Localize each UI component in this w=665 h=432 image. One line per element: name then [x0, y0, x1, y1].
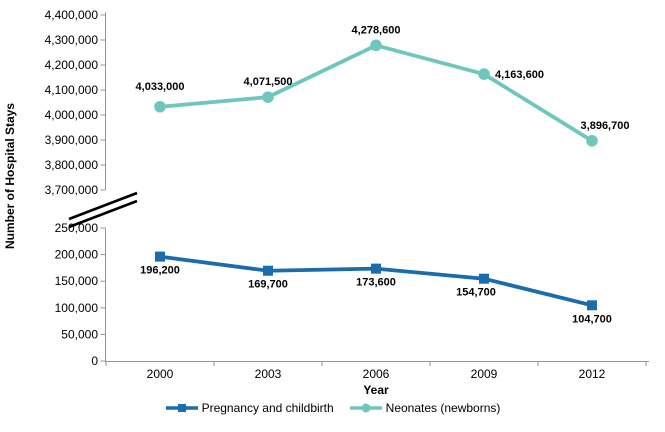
- y-tick-label-lower: 200,000: [55, 248, 99, 262]
- y-tick-label-upper: 4,300,000: [45, 33, 99, 47]
- y-tick-label-lower: 50,000: [61, 327, 98, 341]
- data-label: 4,163,600: [495, 69, 544, 81]
- y-tick-label-lower: 250,000: [55, 221, 99, 235]
- data-point: [154, 100, 166, 113]
- x-tick-label: 2012: [579, 367, 606, 381]
- y-tick-label-upper: 4,000,000: [45, 108, 99, 122]
- legend-item-pregnancy-and-childbirth[interactable]: Pregnancy and childbirth: [165, 401, 334, 415]
- data-label: 154,700: [456, 287, 496, 299]
- data-point: [478, 68, 490, 80]
- data-point: [587, 300, 597, 311]
- y-tick-label-upper: 4,200,000: [45, 58, 99, 72]
- data-point: [371, 263, 381, 274]
- legend-swatch-pregnancy: [165, 404, 198, 412]
- data-point: [263, 265, 273, 276]
- legend-swatch-marker: [361, 403, 371, 413]
- data-point: [586, 135, 598, 147]
- series-line-circle: [158, 43, 594, 143]
- legend-item-neonates-newborns[interactable]: Neonates (newborns): [349, 401, 501, 415]
- x-axis-title: Year: [363, 383, 389, 397]
- y-tick-label-lower: 0: [91, 354, 98, 368]
- data-point: [155, 251, 165, 262]
- data-label: 173,600: [356, 277, 396, 289]
- y-tick-label-upper: 3,900,000: [45, 133, 99, 147]
- y-tick-label-lower: 100,000: [55, 301, 99, 315]
- data-point: [262, 91, 274, 103]
- data-label: 104,700: [572, 313, 612, 325]
- y-tick-label-upper: 4,400,000: [45, 8, 99, 22]
- data-label: 4,278,600: [352, 24, 401, 36]
- y-tick-label-upper: 4,100,000: [45, 83, 99, 97]
- x-tick-label: 2000: [147, 367, 174, 381]
- data-point: [370, 39, 382, 52]
- y-tick-label-upper: 3,800,000: [45, 158, 99, 172]
- x-tick-label: 2003: [255, 367, 282, 381]
- x-tick-label: 2009: [471, 367, 498, 381]
- x-tick-label: 2006: [363, 367, 390, 381]
- plot-area: 4,400,000 4,300,000 4,200,000 4,100,000 4,00…: [45, 8, 649, 381]
- data-label: 196,200: [140, 265, 180, 277]
- data-label: 169,700: [248, 279, 288, 291]
- y-tick-label-lower: 150,000: [55, 274, 99, 288]
- data-label: 4,033,000: [136, 81, 185, 93]
- legend-swatch-marker: [177, 404, 186, 412]
- legend-label: Pregnancy and childbirth: [201, 401, 334, 415]
- legend-label: Neonates (newborns): [385, 401, 501, 415]
- y-axis-title: Number of Hospital Stays: [3, 103, 17, 249]
- data-point: [479, 273, 489, 284]
- legend-swatch-neonates: [349, 403, 382, 413]
- chart-canvas: Number of Hospital Stays Year 4,400,0004…: [3, 8, 649, 397]
- legend: Pregnancy and childbirth Neonates (newbo…: [0, 401, 665, 415]
- data-label: 3,896,700: [581, 120, 630, 132]
- axis-break-mark: [68, 191, 138, 221]
- data-label: 4,071,500: [244, 76, 293, 88]
- axis-break-mark: [68, 199, 138, 229]
- y-tick-label-upper: 3,700,000: [45, 183, 99, 197]
